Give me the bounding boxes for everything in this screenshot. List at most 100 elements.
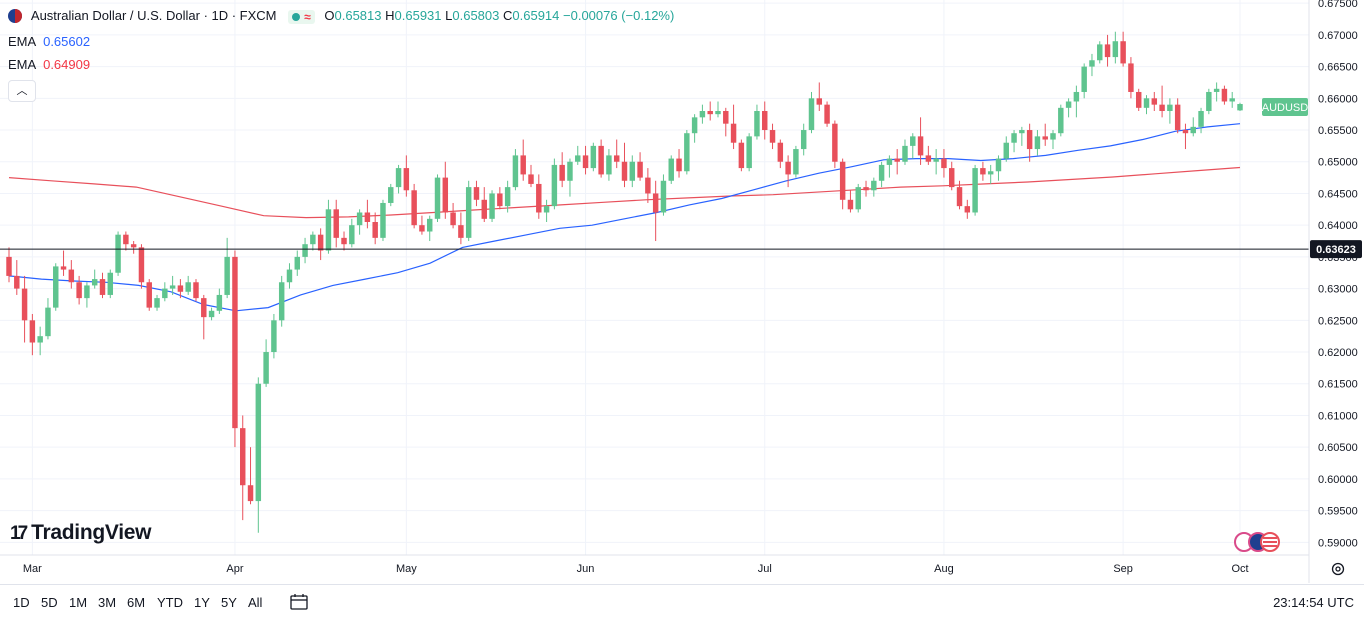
range-button-1d[interactable]: 1D	[13, 595, 30, 610]
candle-body	[676, 158, 682, 172]
utc-clock[interactable]: 23:14:54 UTC	[1273, 595, 1354, 610]
candle-body	[372, 222, 378, 238]
price-tick-label: 0.67000	[1318, 30, 1358, 42]
candle-body	[1237, 104, 1243, 111]
candle-body	[115, 234, 121, 273]
candle-body	[1174, 104, 1181, 131]
currency-flags-icon	[1234, 532, 1280, 552]
chart-grid	[0, 0, 1309, 555]
candle-body	[800, 130, 807, 150]
candle-body	[91, 279, 98, 286]
candle-body	[247, 485, 254, 502]
time-tick-label: Jul	[758, 563, 772, 575]
candle-body	[1089, 60, 1095, 67]
time-tick-label: Oct	[1231, 563, 1248, 575]
market-status-badge[interactable]: ≈	[288, 9, 315, 24]
delayed-data-icon: ≈	[304, 9, 311, 24]
range-button-6m[interactable]: 6M	[127, 595, 146, 610]
range-button-3m[interactable]: 3M	[98, 595, 117, 610]
candle-body	[1104, 44, 1111, 58]
ema-slow-value: 0.64909	[43, 57, 91, 72]
ema-slow-legend[interactable]: EMA 0.64909	[8, 57, 90, 72]
candle-body	[894, 158, 900, 162]
price-tick-label: 0.61000	[1318, 410, 1358, 422]
calendar-range-icon[interactable]	[289, 593, 309, 611]
candle-body	[956, 187, 963, 207]
candle-body	[216, 294, 223, 311]
range-button-1m[interactable]: 1M	[69, 595, 88, 610]
ema-slow-path	[8, 166, 1241, 219]
candle-body	[426, 218, 433, 232]
candle-body	[933, 158, 939, 162]
candle-body	[684, 133, 690, 172]
range-button-all[interactable]: All	[248, 595, 263, 610]
price-tick-label: 0.60500	[1318, 442, 1358, 454]
candle-body	[949, 168, 955, 188]
candle-body	[668, 158, 674, 181]
price-tick-label: 0.62500	[1318, 315, 1358, 327]
time-axis: Mar Apr May Jun Jul Aug Sep Oct	[23, 563, 1249, 575]
candle-body	[341, 237, 347, 245]
candle-body	[551, 164, 558, 207]
candle-body	[162, 288, 168, 299]
level-price-tag-label: 0.63623	[1316, 244, 1356, 256]
price-tick-label: 0.59500	[1318, 506, 1358, 518]
collapse-legend-button[interactable]: ︿	[8, 80, 36, 102]
candle-body	[325, 209, 332, 251]
candle-body	[123, 234, 129, 245]
candle-body	[839, 161, 846, 200]
candle-body	[730, 123, 737, 143]
candle-body	[434, 177, 441, 219]
price-tick-label: 0.61500	[1318, 379, 1358, 391]
candle-body	[380, 202, 386, 238]
candle-body	[878, 164, 885, 181]
range-button-5d[interactable]: 5D	[41, 595, 58, 610]
symbol-title[interactable]: Australian Dollar / U.S. Dollar · 1D · F…	[30, 8, 277, 23]
candle-body	[1190, 126, 1196, 134]
candle-body	[1221, 88, 1228, 102]
tradingview-logo[interactable]: 17 TradingView	[10, 521, 152, 544]
candle-body	[582, 155, 589, 169]
candle-body	[808, 98, 815, 131]
candle-body	[185, 282, 191, 292]
candle-body	[699, 111, 706, 118]
candle-body	[598, 145, 604, 175]
candle-body	[528, 174, 534, 184]
candle-body	[1097, 44, 1103, 61]
candle-body	[972, 168, 978, 213]
price-tick-label: 0.64000	[1318, 220, 1358, 232]
ema-fast-legend[interactable]: EMA 0.65602	[8, 34, 90, 49]
price-tick-label: 0.63000	[1318, 284, 1358, 296]
gear-icon[interactable]	[1330, 561, 1346, 577]
candle-body	[543, 206, 550, 213]
candle-body	[980, 168, 986, 175]
range-button-ytd[interactable]: YTD	[157, 595, 183, 610]
candle-body	[855, 187, 861, 210]
candle-body	[286, 269, 293, 283]
price-tick-label: 0.66500	[1318, 62, 1358, 74]
candle-body	[1206, 91, 1212, 111]
candle-body	[68, 269, 75, 283]
candle-body	[29, 320, 36, 343]
range-button-1y[interactable]: 1Y	[194, 595, 210, 610]
time-tick-label: Aug	[934, 563, 954, 575]
candle-body	[707, 111, 713, 115]
price-tick-label: 0.66000	[1318, 93, 1358, 105]
candle-body	[652, 193, 659, 213]
candle-body	[84, 285, 90, 299]
candle-body	[278, 282, 285, 321]
candle-body	[388, 187, 394, 203]
open-value: 0.65813	[334, 8, 382, 23]
candle-body	[1135, 91, 1142, 108]
range-button-5y[interactable]: 5Y	[221, 595, 237, 610]
time-tick-label: Apr	[226, 563, 243, 575]
candle-body	[411, 190, 417, 226]
candle-body	[1198, 111, 1204, 127]
candle-body	[762, 111, 768, 131]
candle-body	[458, 225, 464, 238]
candle-body	[621, 161, 628, 181]
candle-body	[317, 234, 324, 251]
symbol-price-tag	[1262, 98, 1308, 117]
candle-body	[76, 282, 82, 299]
